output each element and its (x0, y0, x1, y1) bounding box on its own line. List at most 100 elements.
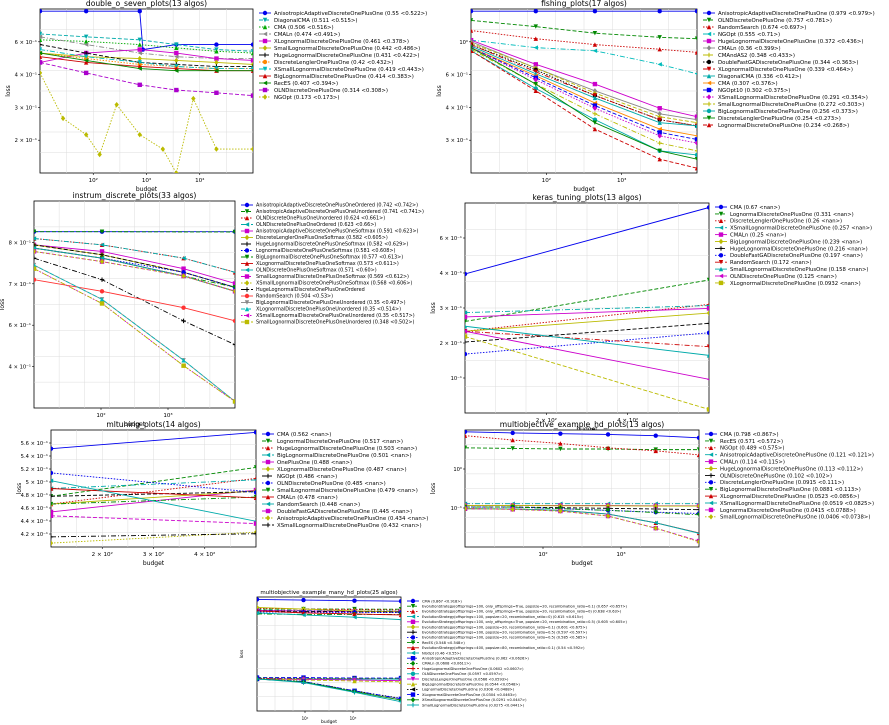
data-point (114, 101, 119, 108)
data-point (83, 54, 89, 59)
data-point (533, 24, 538, 29)
legend: CMA (0.67 <nan>)LognormalDiscreteOnePlus… (715, 204, 872, 287)
legend-label: DoubleFastGADiscreteOnePlusOne (0.445 <n… (277, 509, 412, 515)
legend-marker (410, 671, 416, 676)
data-point (232, 271, 235, 274)
data-point (250, 61, 253, 68)
data-point (653, 503, 658, 509)
data-point (510, 437, 515, 443)
data-point (250, 93, 253, 98)
data-point (398, 679, 401, 685)
legend-marker (718, 218, 724, 223)
legend-label: DoubleFastGADiscreteOnePlusOne (0.197 <n… (730, 253, 863, 259)
series-group (465, 205, 709, 412)
data-point (696, 447, 699, 452)
legend-marker (244, 215, 250, 221)
x-axis-label: budget (321, 719, 337, 725)
data-point (694, 72, 697, 75)
data-point (558, 508, 563, 514)
x-tick-label: 10³ (163, 412, 172, 419)
data-point (592, 48, 598, 53)
legend-label: XSmallLognormalDiscreteOnePlusOne (0.432… (277, 523, 422, 529)
x-tick-label: 10² (302, 716, 309, 721)
legend-marker (265, 494, 271, 500)
grid (465, 430, 699, 547)
data-point (352, 690, 357, 695)
data-point (465, 351, 468, 357)
y-tick-label: 8 × 10⁻¹ (9, 240, 31, 246)
legend-label: RandomSearch (0.172 <nan>) (730, 260, 812, 266)
data-point (174, 54, 179, 59)
data-point (214, 56, 219, 61)
data-point (301, 606, 306, 612)
data-point (174, 170, 179, 173)
legend-marker (410, 682, 416, 687)
data-point (696, 503, 699, 509)
x-tick-label: 2 × 10² (92, 551, 113, 558)
legend-label: NGOpt (0.173 <0.173>) (274, 95, 340, 101)
data-point (83, 60, 89, 65)
legend-marker (265, 508, 271, 514)
legend-label: NGOpt10 (0.302 <0.375>) (718, 88, 790, 94)
data-point (653, 520, 658, 526)
legend-marker (708, 487, 714, 492)
data-point (605, 503, 611, 509)
data-point (34, 277, 37, 282)
legend-marker (718, 280, 724, 286)
y-tick-label: 10⁻¹ (451, 506, 462, 512)
data-point (465, 334, 468, 339)
data-point (533, 9, 538, 14)
y-tick-label: 6 × 10⁻¹ (440, 236, 462, 242)
data-point (657, 140, 662, 146)
data-point (657, 62, 662, 67)
legend-label: OLNDiscreteOnePlusOne (0.102 <0.102>) (720, 473, 832, 479)
legend-label: AnisotropicAdaptiveDiscreteOnePlusOne (0… (422, 656, 529, 660)
data-point (214, 146, 219, 152)
data-point (657, 111, 662, 117)
data-point (174, 87, 179, 93)
data-point (592, 120, 598, 125)
data-point (592, 111, 598, 117)
legend-label: HugeLognormalDiscreteOnePlusOne (0.431 <… (274, 53, 419, 59)
legend-label: DiscreteLenglerOnePlusOne (0.0566 <0.059… (422, 677, 509, 681)
legend-marker (410, 656, 416, 661)
data-point (83, 34, 89, 40)
legend-label: XSmallLognormalDiscreteOnePlusOneUnorder… (256, 313, 415, 319)
y-tick-label: 10⁻¹ (451, 376, 462, 382)
legend-marker (265, 501, 271, 507)
legend-marker (410, 640, 416, 645)
data-point (174, 45, 179, 51)
data-point (40, 47, 43, 52)
legend-marker (262, 45, 268, 51)
data-point (471, 45, 474, 50)
chart-panel-6: multiobjective_example_hd_plots(13 algos… (430, 420, 874, 567)
legend-label: SmallLognormalDiscreteOnePlusOne (0.442 … (274, 46, 420, 52)
data-point (694, 120, 697, 125)
legend-marker (410, 619, 416, 624)
legend-label: CMAndAS2 (0.348 <0.433>) (718, 53, 795, 59)
y-tick-label: 5.6 × 10⁻¹ (21, 441, 48, 447)
data-point (653, 525, 658, 531)
legend-marker (718, 225, 724, 230)
legend-label: DiscreteLenglerOnePlusOne (0.26 <nan>) (730, 219, 842, 225)
data-point (592, 9, 598, 14)
legend-label: LognormalDiscreteOnePlusOne (0.234 <0.26… (718, 123, 849, 129)
data-point (181, 270, 186, 275)
legend-label: CMA (0.562 <nan>) (277, 432, 331, 438)
legend-label: OLNDiscreteOnePlusOneOrdered (0.623 <0.6… (256, 222, 376, 228)
legend-label: SmallLognormalDiscreteOnePlusOneSoftmax … (256, 274, 409, 280)
x-axis-label: budget (143, 560, 165, 567)
data-point (40, 31, 43, 37)
data-point (257, 597, 260, 602)
data-point (250, 50, 253, 56)
legend: AnisotropicAdaptiveDiscreteOnePlusOne (0… (703, 10, 875, 129)
y-tick-label: 3 × 10⁻¹ (446, 138, 468, 144)
legend-label: EvolutionStrategy(offsprings=100, only_o… (422, 620, 628, 624)
x-axis-label: budget (136, 186, 158, 193)
legend-marker (718, 253, 724, 258)
data-point (657, 156, 662, 162)
legend-label: CMALn (0.114 <0.115>) (720, 459, 785, 465)
data-point (533, 88, 538, 93)
